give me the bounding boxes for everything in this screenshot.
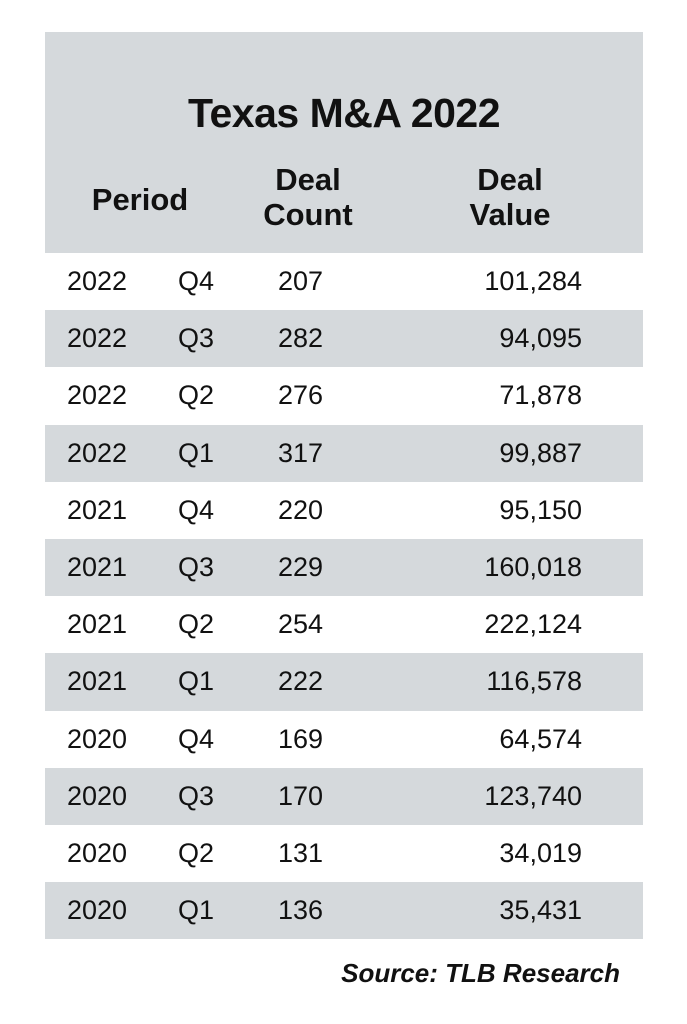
deal-value-label-line2: Value (469, 197, 551, 232)
deal-value-cell: 222,124 (484, 609, 582, 640)
table-row: 2022 Q4 207 101,284 (45, 253, 643, 310)
table-title: Texas M&A 2022 (187, 90, 501, 136)
deal-value-cell: 35,431 (499, 895, 582, 926)
quarter-cell: Q1 (178, 437, 215, 468)
deal-value-label-line1: Deal (477, 162, 543, 197)
ma-table: Texas M&A 2022 Period Deal Count Deal Va… (45, 32, 643, 940)
quarter-cell: Q2 (178, 837, 215, 868)
deal-value-cell: 34,019 (499, 837, 582, 868)
deal-count-label-line2: Count (263, 197, 353, 232)
year-cell: 2020 (67, 837, 128, 868)
deal-count-cell: 317 (278, 437, 324, 468)
table-header: Texas M&A 2022 Period Deal Count Deal Va… (45, 32, 643, 253)
deal-value-cell: 94,095 (499, 323, 582, 354)
deal-value-cell: 101,284 (484, 266, 582, 296)
table-body: 2022 Q4 207 101,284 2022 Q3 282 94,095 2022 Q2 276… (45, 253, 643, 940)
deal-count-cell: 207 (278, 266, 324, 296)
table-row: 2021 Q3 229 160,018 (45, 538, 643, 597)
quarter-cell: Q3 (178, 780, 215, 811)
year-cell: 2021 (67, 666, 128, 697)
deal-value-cell: 116,578 (486, 666, 582, 697)
deal-value-cell: 123,740 (484, 780, 582, 811)
deal-count-cell: 229 (278, 551, 324, 582)
deal-count-label-line1: Deal (275, 162, 341, 197)
table-row: 2020 Q1 136 35,431 (45, 882, 643, 940)
table-row: 2020 Q4 169 64,574 (45, 711, 643, 768)
table-row: 2022 Q1 317 99,887 (45, 424, 643, 482)
deal-count-cell: 254 (278, 609, 324, 640)
year-cell: 2022 (67, 437, 128, 468)
deal-value-cell: 160,018 (484, 551, 582, 582)
column-header-deal-value: Deal Value (455, 162, 565, 232)
column-header-period: Period (85, 182, 195, 217)
deal-count-cell: 131 (278, 837, 324, 868)
source-note: Source: TLB Research (341, 958, 620, 988)
column-header-deal-count: Deal Count (253, 162, 363, 232)
quarter-cell: Q2 (178, 380, 215, 411)
quarter-cell: Q1 (178, 895, 215, 926)
table-row: 2021 Q4 220 95,150 (45, 482, 643, 539)
deal-value-cell: 71,878 (499, 380, 582, 411)
table-row: 2021 Q2 254 222,124 (45, 596, 643, 653)
table-row: 2021 Q1 222 116,578 (45, 653, 643, 711)
quarter-cell: Q3 (178, 323, 215, 354)
period-label: Period (91, 182, 189, 217)
year-cell: 2020 (67, 895, 128, 926)
year-cell: 2021 (67, 551, 128, 582)
table-row: 2022 Q3 282 94,095 (45, 310, 643, 368)
quarter-cell: Q4 (178, 266, 215, 296)
year-cell: 2022 (67, 380, 128, 411)
quarter-cell: Q3 (178, 551, 215, 582)
deal-count-cell: 170 (278, 780, 324, 811)
year-cell: 2022 (67, 323, 128, 354)
deal-count-cell: 136 (278, 895, 324, 926)
deal-count-cell: 276 (278, 380, 324, 411)
year-cell: 2021 (67, 609, 128, 640)
quarter-cell: Q4 (178, 494, 215, 525)
deal-value-cell: 64,574 (499, 723, 582, 754)
deal-value-cell: 99,887 (499, 437, 582, 468)
year-cell: 2022 (67, 266, 128, 296)
deal-count-cell: 282 (278, 323, 324, 354)
year-cell: 2021 (67, 494, 128, 525)
quarter-cell: Q1 (178, 666, 215, 697)
quarter-cell: Q2 (178, 609, 215, 640)
deal-value-cell: 95,150 (499, 494, 582, 525)
deal-count-cell: 220 (278, 494, 324, 525)
deal-count-cell: 222 (278, 666, 324, 697)
year-cell: 2020 (67, 723, 128, 754)
table-row: 2020 Q3 170 123,740 (45, 767, 643, 825)
table-row: 2020 Q2 131 34,019 (45, 825, 643, 882)
year-cell: 2020 (67, 780, 128, 811)
quarter-cell: Q4 (178, 723, 215, 754)
deal-count-cell: 169 (278, 723, 324, 754)
table-row: 2022 Q2 276 71,878 (45, 367, 643, 424)
